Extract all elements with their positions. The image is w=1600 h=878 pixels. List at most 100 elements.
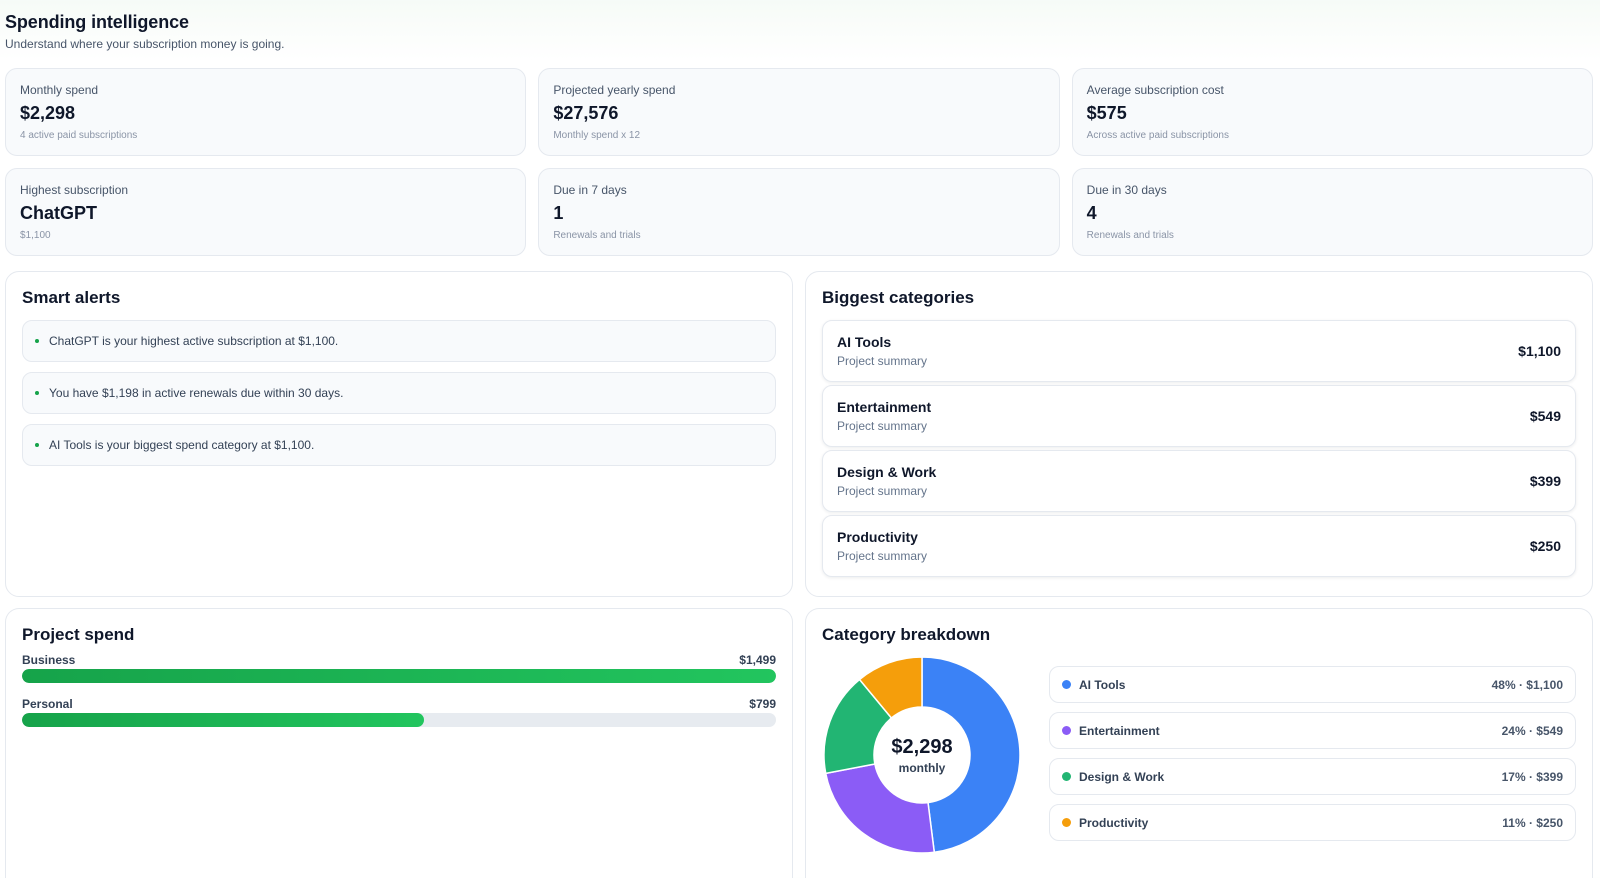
category-amount: $1,100: [1518, 343, 1561, 359]
donut-slice-productivity: [858, 656, 923, 720]
stat-label: Highest subscription: [20, 183, 129, 197]
stat-value: 4: [1086, 203, 1097, 223]
stat-value: $27,576: [553, 103, 619, 123]
category-amount: $250: [1529, 538, 1561, 554]
legend-dot-icon: [1062, 726, 1071, 735]
category-info: Design & Work Project summary: [837, 464, 936, 498]
project-name: Business: [22, 653, 76, 667]
donut-center: $2,298 monthly: [822, 655, 1022, 855]
category-info: Entertainment Project summary: [837, 399, 931, 433]
project-spend-title: Project spend: [22, 625, 135, 644]
stat-sub: Renewals and trials: [553, 230, 641, 241]
progress-fill: [22, 669, 776, 683]
page-title: Spending intelligence: [5, 12, 189, 32]
stat-due-7-days: Due in 7 days 1 Renewals and trials: [538, 168, 1060, 256]
stat-value: 1: [553, 203, 564, 223]
bullet-icon: [35, 443, 39, 447]
biggest-categories-title: Biggest categories: [822, 288, 975, 307]
category-name: Entertainment: [837, 399, 932, 415]
smart-alerts-title: Smart alerts: [22, 288, 121, 307]
donut-slice-ai-tools: [921, 656, 1021, 854]
stat-projected-yearly: Projected yearly spend $27,576 Monthly s…: [538, 68, 1060, 156]
alert-item: ChatGPT is your highest active subscript…: [22, 320, 776, 362]
project-amount: $1,499: [739, 653, 776, 667]
alert-item: You have $1,198 in active renewals due w…: [22, 372, 776, 414]
category-row-entertainment[interactable]: Entertainment Project summary $549: [822, 385, 1576, 447]
category-amount: $399: [1529, 473, 1561, 489]
progress-track: [22, 713, 776, 727]
legend-detail: 48% · $1,100: [1491, 677, 1563, 692]
stat-label: Due in 30 days: [1086, 183, 1167, 197]
donut-total: $2,298: [891, 735, 953, 758]
stat-label: Due in 7 days: [553, 183, 627, 197]
donut-slice-entertainment: [824, 763, 936, 854]
stat-sub: Across active paid subscriptions: [1086, 130, 1229, 141]
breakdown-legend: AI Tools 48% · $1,100 Entertainment 24% …: [1049, 666, 1576, 850]
category-row-productivity[interactable]: Productivity Project summary $250: [822, 515, 1576, 577]
progress-fill: [22, 713, 424, 727]
bullet-icon: [35, 339, 39, 343]
biggest-categories-card: Biggest categories AI Tools Project summ…: [805, 271, 1593, 597]
project-name: Personal: [22, 697, 73, 711]
legend-dot-icon: [1062, 680, 1071, 689]
category-info: AI Tools Project summary: [837, 334, 927, 368]
category-name: Productivity: [837, 529, 918, 545]
legend-item-entertainment: Entertainment 24% · $549: [1049, 712, 1576, 749]
category-name: AI Tools: [837, 334, 892, 350]
legend-name: Design & Work: [1079, 769, 1165, 784]
category-row-design-work[interactable]: Design & Work Project summary $399: [822, 450, 1576, 512]
page-subtitle: Understand where your subscription money…: [5, 37, 285, 51]
stat-monthly-spend: Monthly spend $2,298 4 active paid subsc…: [5, 68, 527, 156]
project-spend-card: Project spend Business $1,499 Personal $…: [5, 608, 793, 878]
spending-page: Spending intelligence Understand where y…: [5, 12, 1593, 878]
stat-highest-subscription: Highest subscription ChatGPT $1,100: [5, 168, 527, 256]
stat-sub: Monthly spend x 12: [553, 130, 641, 141]
category-desc: Project summary: [837, 549, 928, 563]
stat-sub: $1,100: [20, 230, 51, 241]
stat-sub: Renewals and trials: [1086, 230, 1174, 241]
progress-track: [22, 669, 776, 683]
donut-label: monthly: [898, 760, 946, 775]
stat-sub: 4 active paid subscriptions: [20, 130, 138, 141]
legend-dot-icon: [1062, 772, 1071, 781]
legend-item-design-work: Design & Work 17% · $399: [1049, 758, 1576, 795]
legend-item-ai-tools: AI Tools 48% · $1,100: [1049, 666, 1576, 703]
category-breakdown-title: Category breakdown: [822, 625, 991, 644]
donut-svg: [823, 656, 1021, 854]
legend-detail: 17% · $399: [1501, 769, 1563, 784]
legend-name: Productivity: [1079, 815, 1149, 830]
category-breakdown-card: Category breakdown $2,298 monthly AI Too…: [805, 608, 1593, 878]
project-item-business: Business $1,499: [22, 653, 776, 683]
legend-name: AI Tools: [1079, 677, 1126, 692]
legend-item-productivity: Productivity 11% · $250: [1049, 804, 1576, 841]
category-info: Productivity Project summary: [837, 529, 927, 563]
smart-alerts-card: Smart alerts ChatGPT is your highest act…: [5, 271, 793, 597]
alert-text: You have $1,198 in active renewals due w…: [49, 386, 344, 400]
legend-dot-icon: [1062, 818, 1071, 827]
alert-item: AI Tools is your biggest spend category …: [22, 424, 776, 466]
bullet-icon: [35, 391, 39, 395]
stat-value: $2,298: [20, 103, 76, 123]
stat-due-30-days: Due in 30 days 4 Renewals and trials: [1071, 168, 1593, 256]
legend-detail: 24% · $549: [1501, 723, 1563, 738]
category-desc: Project summary: [837, 484, 928, 498]
project-amount: $799: [749, 697, 776, 711]
category-name: Design & Work: [837, 464, 937, 480]
category-desc: Project summary: [837, 354, 928, 368]
legend-detail: 11% · $250: [1502, 815, 1563, 830]
stat-label: Monthly spend: [20, 83, 99, 97]
category-desc: Project summary: [837, 419, 928, 433]
stat-value: ChatGPT: [20, 203, 98, 223]
category-row-ai-tools[interactable]: AI Tools Project summary $1,100: [822, 320, 1576, 382]
stat-value: $575: [1086, 103, 1127, 123]
project-item-personal: Personal $799: [22, 697, 776, 727]
category-amount: $549: [1529, 408, 1561, 424]
stat-label: Projected yearly spend: [553, 83, 676, 97]
alert-text: ChatGPT is your highest active subscript…: [49, 334, 339, 348]
alert-text: AI Tools is your biggest spend category …: [49, 438, 315, 452]
stats-grid: Monthly spend $2,298 4 active paid subsc…: [5, 68, 1593, 256]
legend-name: Entertainment: [1079, 723, 1160, 738]
donut-chart: $2,298 monthly: [822, 655, 1022, 855]
stat-label: Average subscription cost: [1086, 83, 1224, 97]
page-header: Spending intelligence Understand where y…: [5, 12, 1593, 51]
